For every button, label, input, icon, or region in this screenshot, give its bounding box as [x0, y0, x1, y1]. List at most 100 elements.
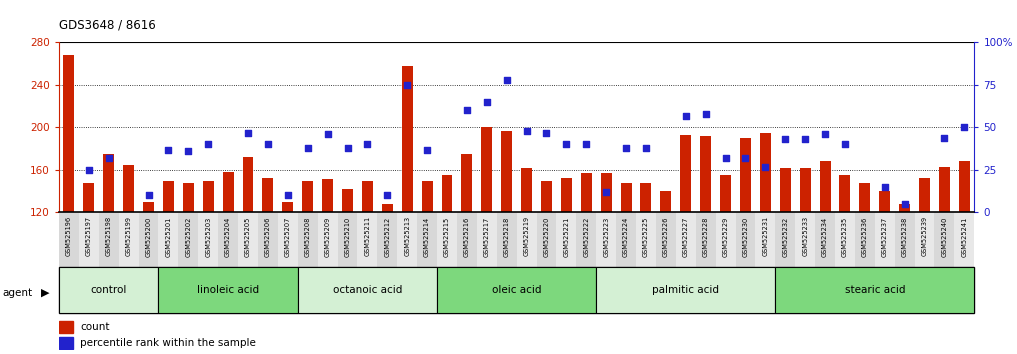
Point [479, 99, 495, 105]
Text: GSM525206: GSM525206 [264, 216, 271, 257]
Bar [815, 212, 835, 290]
Bar [119, 212, 138, 290]
Bar [398, 212, 417, 290]
Bar [899, 204, 910, 212]
Bar [935, 212, 954, 290]
Bar [756, 212, 775, 290]
Bar [541, 181, 552, 212]
Point [519, 128, 535, 134]
Point [698, 111, 714, 117]
Bar [457, 212, 477, 290]
Point [758, 164, 774, 169]
Point [677, 113, 694, 118]
Bar [338, 212, 357, 290]
Bar [716, 212, 735, 290]
Text: GSM525200: GSM525200 [145, 216, 152, 257]
Bar [462, 154, 472, 212]
Text: GSM525215: GSM525215 [444, 216, 450, 257]
Text: GSM525225: GSM525225 [643, 216, 649, 257]
Text: agent: agent [2, 287, 33, 298]
Point [578, 142, 594, 147]
Bar [278, 212, 298, 290]
Bar [855, 212, 875, 290]
Bar [159, 267, 298, 313]
Point [140, 193, 157, 198]
Bar [437, 267, 596, 313]
Point [101, 155, 117, 161]
Bar [521, 168, 532, 212]
Bar [342, 189, 353, 212]
Text: GSM525233: GSM525233 [802, 216, 809, 256]
Bar [357, 212, 377, 290]
Bar [258, 212, 278, 290]
Bar [481, 127, 492, 212]
Point [937, 135, 953, 141]
Bar [223, 172, 234, 212]
Bar [198, 212, 219, 290]
Point [419, 147, 435, 152]
Bar [262, 178, 274, 212]
Bar [317, 212, 338, 290]
Bar [123, 165, 134, 212]
Bar [496, 212, 517, 290]
Text: control: control [91, 285, 127, 295]
Bar [735, 212, 756, 290]
Text: GSM525226: GSM525226 [663, 216, 669, 257]
Text: GSM525203: GSM525203 [205, 216, 212, 257]
Bar [656, 212, 676, 290]
Text: linoleic acid: linoleic acid [197, 285, 259, 295]
Text: GSM525208: GSM525208 [305, 216, 311, 257]
Text: ▶: ▶ [41, 287, 49, 298]
Bar [402, 66, 413, 212]
Text: GSM525224: GSM525224 [623, 216, 630, 257]
Bar [596, 212, 616, 290]
Bar [381, 204, 393, 212]
Bar [914, 212, 935, 290]
Bar [700, 136, 711, 212]
Point [240, 130, 256, 135]
Text: GSM525218: GSM525218 [503, 216, 510, 257]
Text: oleic acid: oleic acid [492, 285, 541, 295]
Bar [780, 168, 791, 212]
Point [717, 155, 733, 161]
Text: GSM525209: GSM525209 [324, 216, 331, 257]
Text: GSM525207: GSM525207 [285, 216, 291, 257]
Bar [561, 178, 572, 212]
Text: GSM525228: GSM525228 [703, 216, 709, 257]
Bar [298, 212, 317, 290]
Point [319, 131, 336, 137]
Bar [59, 267, 159, 313]
Bar [59, 321, 73, 333]
Bar [63, 55, 74, 212]
Text: GDS3648 / 8616: GDS3648 / 8616 [59, 19, 156, 32]
Bar [138, 212, 159, 290]
Text: GSM525212: GSM525212 [384, 216, 391, 257]
Point [300, 145, 316, 151]
Text: GSM525202: GSM525202 [185, 216, 191, 257]
Point [897, 201, 913, 207]
Text: GSM525223: GSM525223 [603, 216, 609, 257]
Bar [501, 131, 513, 212]
Text: palmitic acid: palmitic acid [652, 285, 719, 295]
Point [618, 145, 635, 151]
Point [737, 155, 754, 161]
Text: GSM525201: GSM525201 [166, 216, 172, 257]
Bar [242, 157, 253, 212]
Text: GSM525234: GSM525234 [822, 216, 828, 257]
Bar [839, 175, 850, 212]
Text: GSM525222: GSM525222 [584, 216, 589, 257]
Bar [143, 202, 154, 212]
Bar [79, 212, 99, 290]
Bar [556, 212, 577, 290]
Bar [799, 168, 811, 212]
Bar [636, 212, 656, 290]
Point [498, 77, 515, 83]
Text: GSM525214: GSM525214 [424, 216, 430, 257]
Bar [696, 212, 716, 290]
Bar [377, 212, 398, 290]
Bar [859, 183, 871, 212]
Text: GSM525221: GSM525221 [563, 216, 570, 257]
Bar [302, 181, 313, 212]
Text: GSM525217: GSM525217 [484, 216, 490, 257]
Bar [441, 175, 453, 212]
